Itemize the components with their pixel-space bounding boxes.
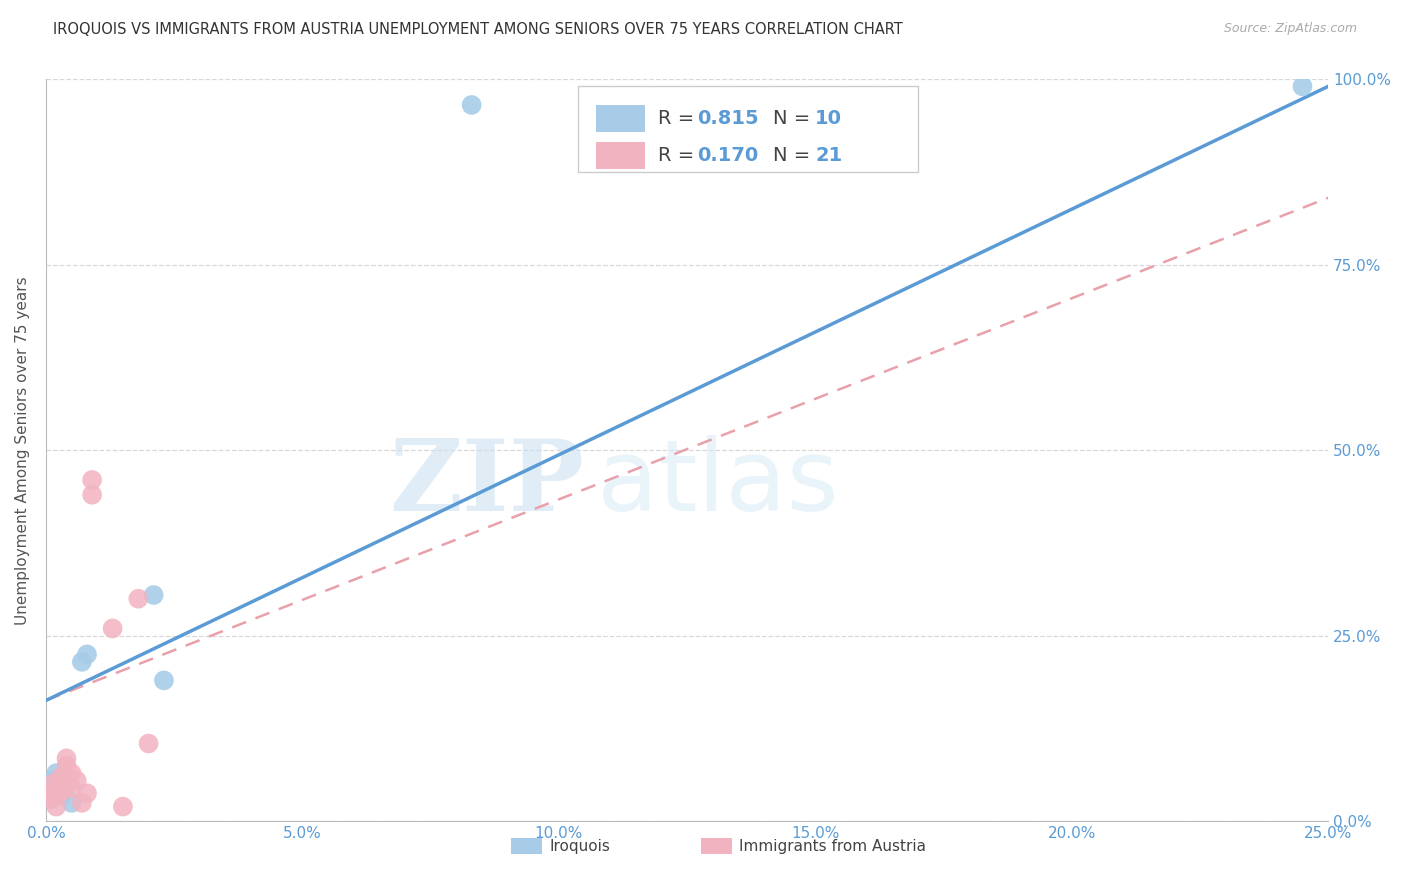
Point (153, 673, 176, 688)
Text: 0.815: 0.815 (697, 109, 759, 128)
Point (76, 648, 98, 662)
Text: 10: 10 (815, 109, 842, 128)
Text: 21: 21 (815, 146, 842, 165)
Point (51, 770, 73, 784)
Point (39, 773, 62, 788)
Text: 0.170: 0.170 (697, 146, 759, 165)
Point (142, 588, 165, 602)
Text: ZIP: ZIP (389, 435, 585, 533)
Point (127, 591, 149, 606)
Point (45, 766, 67, 780)
Point (45, 789, 67, 803)
Text: Source: ZipAtlas.com: Source: ZipAtlas.com (1223, 22, 1357, 36)
Point (55, 779, 77, 793)
Text: IROQUOIS VS IMMIGRANTS FROM AUSTRIA UNEMPLOYMENT AMONG SENIORS OVER 75 YEARS COR: IROQUOIS VS IMMIGRANTS FROM AUSTRIA UNEM… (53, 22, 903, 37)
Point (111, 799, 134, 814)
Point (51, 789, 73, 803)
Point (66, 773, 89, 788)
Point (82, 473, 104, 487)
Text: N =: N = (773, 109, 817, 128)
Point (39, 777, 62, 791)
Text: R =: R = (658, 109, 700, 128)
Point (60, 796, 83, 810)
Text: Immigrants from Austria: Immigrants from Austria (740, 839, 927, 854)
Point (51, 785, 73, 799)
Point (60, 780, 83, 795)
Point (55, 751, 77, 765)
Text: N =: N = (773, 146, 817, 165)
Point (39, 792, 62, 806)
FancyBboxPatch shape (596, 142, 645, 169)
FancyBboxPatch shape (578, 87, 918, 172)
Point (101, 622, 124, 636)
Point (1291, 79, 1313, 94)
FancyBboxPatch shape (596, 105, 645, 132)
Point (51, 773, 73, 788)
Text: atlas: atlas (598, 435, 839, 533)
Point (45, 799, 67, 814)
Point (70, 655, 93, 669)
Point (138, 737, 160, 751)
Point (60, 766, 83, 780)
Point (76, 786, 98, 800)
Point (55, 758, 77, 772)
Point (460, 98, 482, 112)
Y-axis label: Unemployment Among Seniors over 75 years: Unemployment Among Seniors over 75 years (15, 276, 30, 624)
Point (39, 785, 62, 799)
Point (82, 488, 104, 502)
Point (70, 796, 93, 810)
Text: R =: R = (658, 146, 700, 165)
Text: Iroquois: Iroquois (550, 839, 610, 854)
